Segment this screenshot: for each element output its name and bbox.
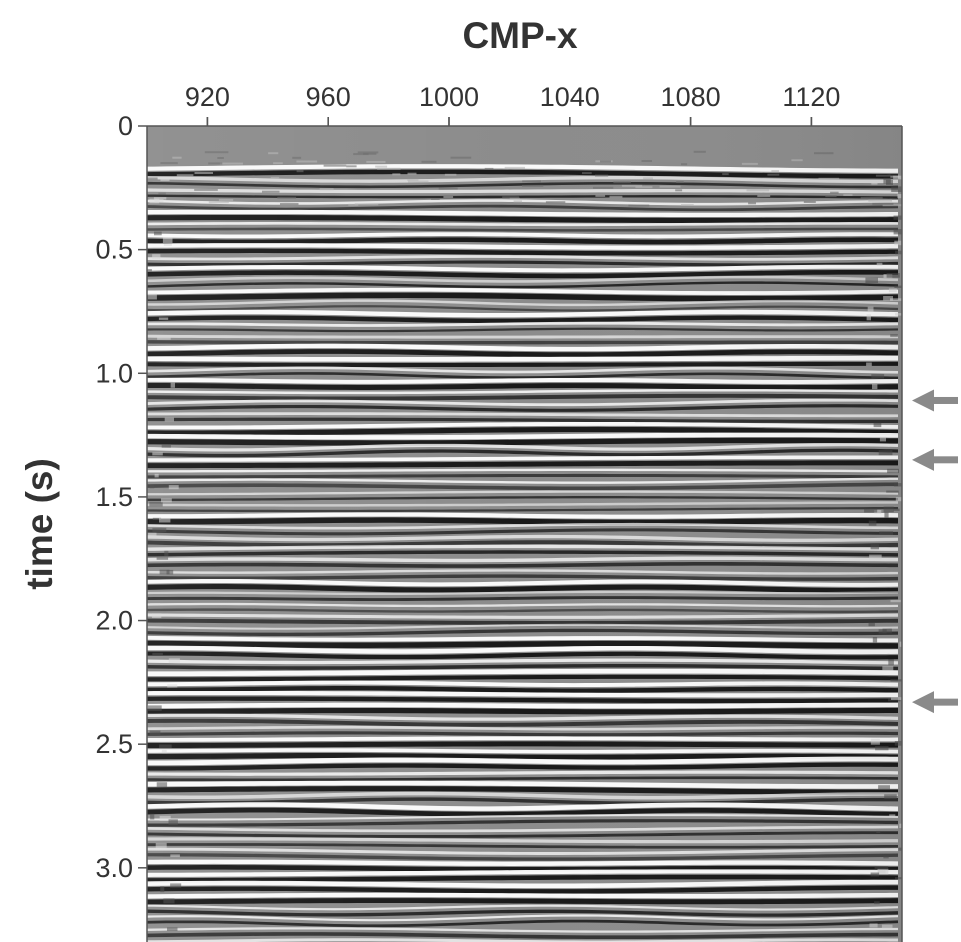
shallow-noise <box>902 205 911 207</box>
y-tick-label: 1.0 <box>95 358 133 388</box>
y-tick-label: 3.0 <box>95 853 133 883</box>
x-tick-label: 1120 <box>782 82 840 112</box>
x-tick-label: 1040 <box>540 82 600 112</box>
axes: 920 960 1000 1040 1080 1120 0 0.5 1.0 1.5 2.0 2.5 3… <box>95 82 903 942</box>
arrow-shaft <box>932 698 958 706</box>
arrow-head-icon <box>912 448 934 471</box>
x-ticks: 920 960 1000 1040 1080 1120 <box>185 82 840 126</box>
y-axis-title: time (s) <box>19 458 60 590</box>
annotations <box>912 389 958 714</box>
y-tick-label: 2.0 <box>95 606 133 636</box>
x-axis-title: CMP-x <box>462 15 578 56</box>
y-ticks: 0 0.5 1.0 1.5 2.0 2.5 3.0 <box>95 111 147 883</box>
arrow-annotation <box>912 389 958 412</box>
trace-texture <box>147 126 902 942</box>
arrow-head-icon <box>912 691 934 714</box>
arrow-shaft <box>932 396 958 404</box>
x-tick-label: 1000 <box>419 82 479 112</box>
x-tick-label: 1080 <box>661 82 721 112</box>
y-tick-label: 0 <box>118 111 133 141</box>
arrow-shaft <box>932 456 958 464</box>
y-tick-label: 2.5 <box>95 729 133 759</box>
arrow-annotation <box>912 448 958 471</box>
y-tick-label: 0.5 <box>95 235 133 265</box>
y-tick-label: 1.5 <box>95 482 133 512</box>
x-tick-label: 960 <box>306 82 351 112</box>
x-tick-label: 920 <box>185 82 230 112</box>
arrow-head-icon <box>912 389 934 412</box>
arrow-annotation <box>912 691 958 714</box>
plot-area <box>147 126 911 942</box>
